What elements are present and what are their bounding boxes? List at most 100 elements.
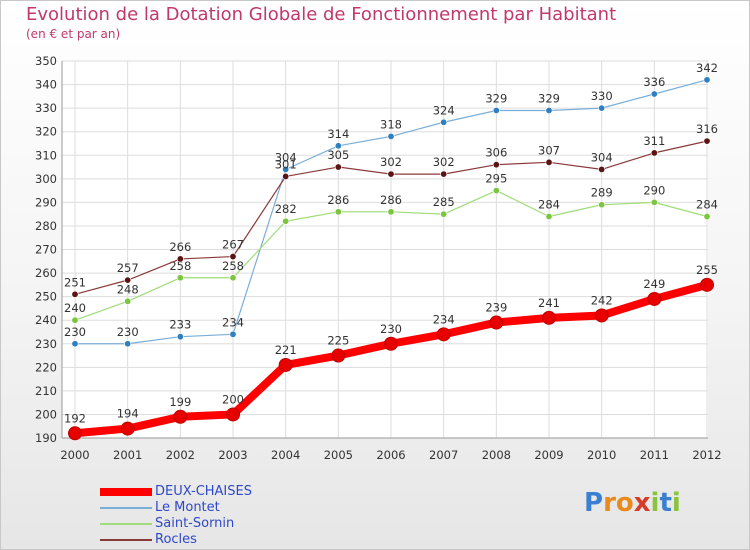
data-point xyxy=(598,165,606,173)
data-label: 255 xyxy=(696,263,718,277)
data-label: 305 xyxy=(327,148,349,162)
y-tick-label: 280 xyxy=(35,219,57,233)
data-point xyxy=(384,336,398,351)
legend-label: Saint-Sornin xyxy=(155,516,235,531)
legend-item-deux-chaises: DEUX-CHAISES xyxy=(100,484,300,500)
data-point xyxy=(703,76,711,84)
x-tick-label: 2010 xyxy=(587,448,616,462)
data-label: 200 xyxy=(222,392,244,406)
data-label: 233 xyxy=(169,318,191,332)
data-label: 316 xyxy=(696,122,718,136)
y-tick-label: 310 xyxy=(35,148,57,162)
data-label: 251 xyxy=(64,275,86,289)
y-tick-label: 260 xyxy=(35,266,57,280)
y-tick-label: 200 xyxy=(35,407,57,421)
data-label: 329 xyxy=(485,91,507,105)
data-label: 307 xyxy=(538,143,560,157)
data-point xyxy=(282,217,290,225)
data-label: 282 xyxy=(275,202,297,216)
y-tick-label: 250 xyxy=(35,290,57,304)
y-tick-label: 240 xyxy=(35,313,57,327)
proxiti-logo: Proxiti xyxy=(584,488,681,518)
y-tick-label: 320 xyxy=(35,125,57,139)
data-label: 302 xyxy=(380,155,402,169)
data-label: 324 xyxy=(433,103,455,117)
data-point xyxy=(489,315,504,330)
data-point xyxy=(492,187,500,195)
data-label: 304 xyxy=(275,150,297,164)
x-tick-label: 2012 xyxy=(692,448,721,462)
data-point xyxy=(598,201,606,209)
data-label: 266 xyxy=(169,240,191,254)
data-label: 225 xyxy=(327,334,349,348)
y-tick-label: 270 xyxy=(35,243,57,257)
data-label: 230 xyxy=(117,325,139,339)
data-label: 240 xyxy=(64,301,86,315)
legend-item-saint-sornin: Saint-Sornin xyxy=(100,516,300,532)
data-point xyxy=(176,274,184,282)
data-point xyxy=(542,310,556,325)
data-point xyxy=(124,340,132,348)
legend-label: Rocles xyxy=(155,532,197,547)
data-point xyxy=(703,137,711,145)
y-tick-label: 340 xyxy=(35,78,57,92)
data-label: 248 xyxy=(117,282,139,296)
data-label: 284 xyxy=(696,198,718,212)
y-tick-label: 330 xyxy=(35,101,57,115)
data-point xyxy=(124,297,132,305)
data-label: 230 xyxy=(64,325,86,339)
y-tick-label: 350 xyxy=(35,54,57,68)
data-label: 329 xyxy=(538,91,560,105)
data-point xyxy=(282,172,290,180)
data-point xyxy=(229,274,237,282)
x-tick-label: 2002 xyxy=(166,448,195,462)
data-point xyxy=(71,316,79,324)
data-point xyxy=(229,330,237,338)
y-tick-label: 220 xyxy=(35,360,57,374)
data-label: 318 xyxy=(380,117,402,131)
data-label: 241 xyxy=(538,296,560,310)
data-point xyxy=(492,106,500,114)
data-point xyxy=(440,210,448,218)
legend-item-le-montet: Le Montet xyxy=(100,500,300,516)
data-point xyxy=(650,149,658,157)
x-tick-label: 2007 xyxy=(429,448,458,462)
x-tick-label: 2005 xyxy=(324,448,353,462)
chart-title: Evolution de la Dotation Globale de Fonc… xyxy=(26,4,617,25)
x-tick-label: 2006 xyxy=(376,448,405,462)
data-point xyxy=(650,90,658,98)
data-label: 336 xyxy=(643,75,665,89)
data-label: 342 xyxy=(696,61,718,75)
data-label: 234 xyxy=(433,312,455,326)
legend-label: DEUX-CHAISES xyxy=(155,484,252,499)
legend-swatch xyxy=(100,539,152,541)
data-point xyxy=(334,163,342,171)
data-point xyxy=(176,255,184,263)
data-label: 286 xyxy=(327,193,349,207)
data-point xyxy=(650,198,658,206)
data-label: 304 xyxy=(591,150,613,164)
legend-swatch xyxy=(100,488,152,496)
data-point xyxy=(173,409,188,424)
data-label: 194 xyxy=(117,407,139,421)
data-label: 221 xyxy=(275,343,297,357)
data-point xyxy=(334,208,342,216)
x-tick-label: 2003 xyxy=(218,448,247,462)
logo-letter: P xyxy=(584,488,604,518)
x-tick-label: 2009 xyxy=(534,448,563,462)
x-tick-label: 2001 xyxy=(113,448,142,462)
data-point xyxy=(436,327,451,342)
y-tick-label: 190 xyxy=(35,431,57,445)
data-label: 258 xyxy=(169,259,191,273)
data-label: 314 xyxy=(327,127,349,141)
data-point xyxy=(124,276,132,284)
data-point xyxy=(545,158,553,166)
data-point xyxy=(278,357,293,372)
data-point xyxy=(387,208,395,216)
x-tick-label: 2008 xyxy=(482,448,511,462)
data-point xyxy=(229,253,237,261)
logo-letter: t xyxy=(659,488,672,518)
data-point xyxy=(71,290,79,298)
legend-item-rocles: Rocles xyxy=(100,532,300,548)
y-tick-label: 210 xyxy=(35,384,57,398)
